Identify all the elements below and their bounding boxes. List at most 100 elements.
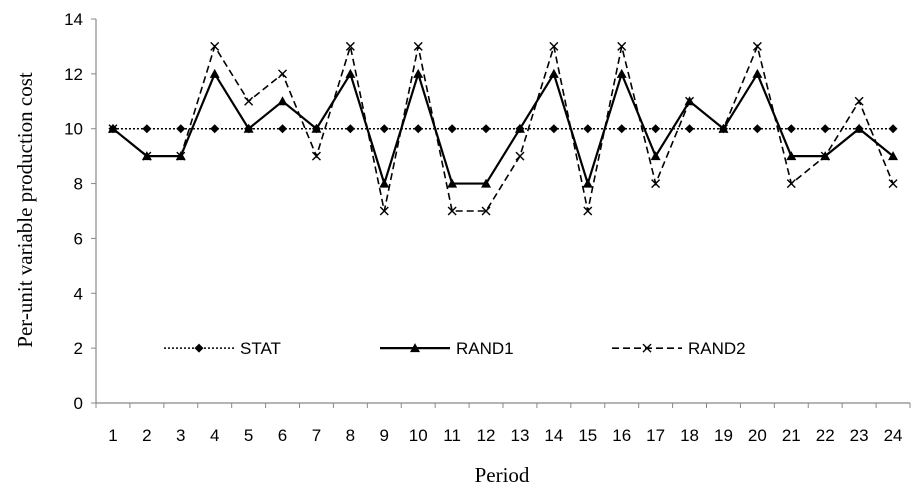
data-point-rand2 bbox=[549, 41, 559, 51]
data-point-stat bbox=[142, 124, 152, 134]
x-tick-label: 6 bbox=[278, 426, 287, 445]
legend-item-rand2: RAND2 bbox=[612, 339, 746, 358]
data-point-rand2 bbox=[515, 151, 525, 161]
data-point-rand2 bbox=[583, 206, 593, 216]
y-tick-label: 12 bbox=[64, 65, 83, 84]
x-tick-label: 13 bbox=[510, 426, 529, 445]
y-tick-label: 2 bbox=[74, 339, 83, 358]
data-point-rand1 bbox=[582, 178, 593, 188]
data-point-stat bbox=[583, 124, 593, 134]
data-point-rand1 bbox=[345, 68, 356, 78]
data-point-rand2 bbox=[752, 41, 762, 51]
data-point-rand2 bbox=[210, 41, 220, 51]
data-point-rand2 bbox=[278, 69, 288, 79]
data-point-rand1 bbox=[379, 178, 390, 188]
data-point-rand1 bbox=[243, 123, 254, 133]
data-point-rand1 bbox=[514, 123, 525, 133]
data-point-rand2 bbox=[888, 179, 898, 189]
data-point-stat bbox=[820, 124, 830, 134]
data-point-rand2 bbox=[176, 151, 186, 161]
x-tick-label: 12 bbox=[477, 426, 496, 445]
y-tick-label: 0 bbox=[74, 394, 83, 413]
data-point-rand1 bbox=[548, 68, 559, 78]
data-point-stat bbox=[413, 124, 423, 134]
series-line-rand2 bbox=[112, 43, 894, 212]
legend-item-rand1: RAND1 bbox=[380, 339, 514, 358]
data-point-rand1 bbox=[209, 68, 220, 78]
data-point-stat bbox=[278, 124, 288, 134]
data-point-rand1 bbox=[786, 151, 797, 161]
data-point-stat bbox=[210, 124, 220, 134]
x-tick-label: 22 bbox=[816, 426, 835, 445]
y-tick-label: 10 bbox=[64, 120, 83, 139]
data-point-rand2 bbox=[718, 124, 728, 134]
data-point-rand2 bbox=[651, 179, 661, 189]
data-point-rand1 bbox=[277, 96, 288, 106]
data-point-rand1 bbox=[888, 151, 899, 161]
x-axis-title: Period bbox=[475, 463, 530, 487]
y-tick-label: 8 bbox=[74, 175, 83, 194]
data-point-stat bbox=[549, 124, 559, 134]
x-tick-label: 21 bbox=[782, 426, 801, 445]
data-point-rand2 bbox=[685, 96, 695, 106]
x-tick-label: 18 bbox=[680, 426, 699, 445]
data-point-rand2 bbox=[617, 41, 627, 51]
data-point-rand1 bbox=[481, 178, 492, 188]
data-point-rand1 bbox=[311, 123, 322, 133]
data-point-stat bbox=[345, 124, 355, 134]
data-point-rand2 bbox=[244, 96, 254, 106]
data-point-rand1 bbox=[650, 151, 661, 161]
x-tick-label: 2 bbox=[142, 426, 151, 445]
legend-marker-rand2 bbox=[642, 343, 652, 353]
x-tick-label: 11 bbox=[443, 426, 461, 445]
legend-marker-stat bbox=[194, 343, 204, 353]
data-point-rand1 bbox=[616, 68, 627, 78]
series-rand2 bbox=[108, 41, 898, 216]
data-point-rand2 bbox=[481, 206, 491, 216]
data-point-rand1 bbox=[752, 68, 763, 78]
data-point-stat bbox=[685, 124, 695, 134]
data-point-stat bbox=[481, 124, 491, 134]
data-point-rand1 bbox=[854, 123, 865, 133]
x-tick-label: 16 bbox=[612, 426, 631, 445]
data-point-rand2 bbox=[311, 151, 321, 161]
x-tick-label: 20 bbox=[748, 426, 767, 445]
x-tick-label: 24 bbox=[884, 426, 903, 445]
data-point-rand2 bbox=[854, 96, 864, 106]
series-line-rand1 bbox=[112, 70, 894, 188]
data-point-rand2 bbox=[447, 206, 457, 216]
x-tick-label: 3 bbox=[176, 426, 185, 445]
data-point-stat bbox=[651, 124, 661, 134]
y-tick-label: 4 bbox=[74, 284, 83, 303]
data-point-stat bbox=[379, 124, 389, 134]
legend-label-rand2: RAND2 bbox=[688, 339, 746, 358]
data-point-rand2 bbox=[820, 151, 830, 161]
legend-marker-rand1 bbox=[410, 343, 420, 353]
data-point-stat bbox=[786, 124, 796, 134]
y-tick-label: 6 bbox=[74, 229, 83, 248]
x-tick-label: 14 bbox=[544, 426, 563, 445]
data-point-rand2 bbox=[345, 41, 355, 51]
legend: STAT RAND1 RAND2 bbox=[164, 339, 746, 358]
data-point-stat bbox=[447, 124, 457, 134]
data-point-rand1 bbox=[447, 178, 458, 188]
x-tick-label: 17 bbox=[646, 426, 665, 445]
data-point-rand2 bbox=[142, 151, 152, 161]
data-point-stat bbox=[617, 124, 627, 134]
legend-item-stat: STAT bbox=[164, 339, 281, 358]
series-stat bbox=[108, 124, 898, 134]
data-point-stat bbox=[176, 124, 186, 134]
legend-label-stat: STAT bbox=[240, 339, 281, 358]
data-point-rand2 bbox=[379, 206, 389, 216]
legend-label-rand1: RAND1 bbox=[456, 339, 514, 358]
data-point-rand2 bbox=[786, 179, 796, 189]
y-axis-title: Per-unit variable production cost bbox=[13, 72, 37, 348]
x-tick-label: 9 bbox=[380, 426, 389, 445]
x-tick-label: 19 bbox=[714, 426, 733, 445]
data-point-rand1 bbox=[413, 68, 424, 78]
x-tick-label: 23 bbox=[850, 426, 869, 445]
x-tick-label: 15 bbox=[578, 426, 597, 445]
x-tick-label: 4 bbox=[210, 426, 219, 445]
